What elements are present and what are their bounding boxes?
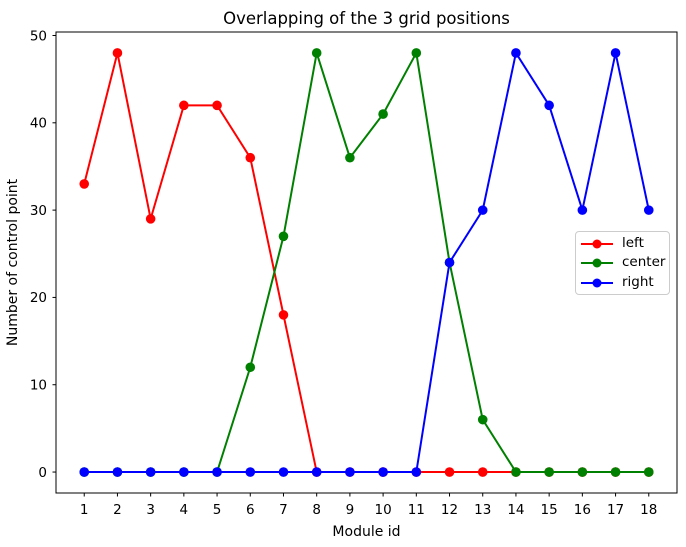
data-point-right [311,467,322,477]
data-point-left [179,100,189,111]
x-tick-label: 4 [180,502,189,518]
x-tick-label: 11 [408,502,425,518]
legend-entry-right: right [579,275,669,291]
data-point-right [477,205,488,215]
y-tick-label: 10 [30,378,47,394]
x-tick-label: 16 [574,502,591,518]
x-tick-label: 13 [474,502,491,518]
legend-entry-center: center [579,255,669,271]
data-point-center [411,48,422,58]
data-point-right [577,205,588,215]
data-point-left [212,100,222,111]
series-line-left [83,52,649,474]
x-tick-label: 2 [113,502,122,518]
data-point-center [577,467,588,477]
data-point-center [477,414,488,425]
data-point-left [112,48,123,58]
series-right [79,48,654,477]
legend-label-left: left [622,234,644,251]
y-tick-label: 20 [30,290,47,306]
y-axis-label: Number of control point [5,178,21,346]
data-point-left [245,152,256,163]
x-tick-label: 1 [80,502,89,518]
legend: left center right [575,231,670,295]
x-axis-label: Module id [332,524,400,540]
series-line-center [84,49,649,474]
data-point-center [278,231,289,242]
x-tick-label: 18 [640,502,657,518]
series-center [79,48,654,477]
data-point-right [145,467,156,477]
data-point-right [179,467,189,477]
x-tick-label: 3 [146,502,155,518]
data-point-center [345,152,355,163]
x-tick-label: 14 [507,502,524,518]
data-point-right [112,467,123,477]
x-tick-label: 9 [346,502,355,518]
data-point-left [477,467,488,477]
series-layer [79,48,654,477]
data-point-right [79,467,90,477]
data-point-left [278,310,289,320]
data-point-left [145,214,156,224]
data-point-left [444,467,455,477]
series-line-right [84,50,650,474]
data-point-right [345,467,355,477]
data-point-right [610,48,621,58]
x-tick-label: 12 [441,502,458,518]
data-point-right [511,48,521,58]
data-point-right [278,467,289,477]
plot-frame [55,31,678,494]
x-tick-label: 6 [246,502,255,518]
chart-title: Overlapping of the 3 grid positions [223,9,510,28]
y-tick-label: 50 [30,28,47,44]
data-point-left [79,179,90,189]
data-point-center [544,467,554,477]
data-point-right [444,257,455,268]
legend-label-center: center [622,254,666,271]
data-point-center [311,48,322,58]
series-left [79,48,654,477]
y-tick-label: 30 [30,203,47,219]
data-point-right [212,467,222,477]
data-point-center [643,467,654,477]
legend-entry-left: left [579,236,669,252]
data-point-right [643,205,654,215]
data-point-center [378,109,388,119]
x-tick-label: 8 [312,502,321,518]
data-point-center [610,467,621,477]
x-tick-label: 5 [213,502,222,518]
legend-label-right: right [622,273,654,290]
x-tick-label: 15 [541,502,558,518]
legend-marker-center-icon [581,258,613,268]
data-point-right [378,467,388,477]
data-point-right [411,467,422,477]
data-point-right [544,100,554,111]
data-point-right [245,467,256,477]
legend-marker-right-icon [581,278,613,287]
y-tick-label: 0 [38,465,47,481]
y-tick-label: 40 [30,116,47,132]
data-point-center [245,362,256,373]
data-point-center [511,467,521,477]
x-tick-label: 7 [279,502,288,518]
legend-marker-left-icon [581,239,613,248]
x-tick-label: 17 [607,502,624,518]
x-tick-label: 10 [375,502,392,518]
